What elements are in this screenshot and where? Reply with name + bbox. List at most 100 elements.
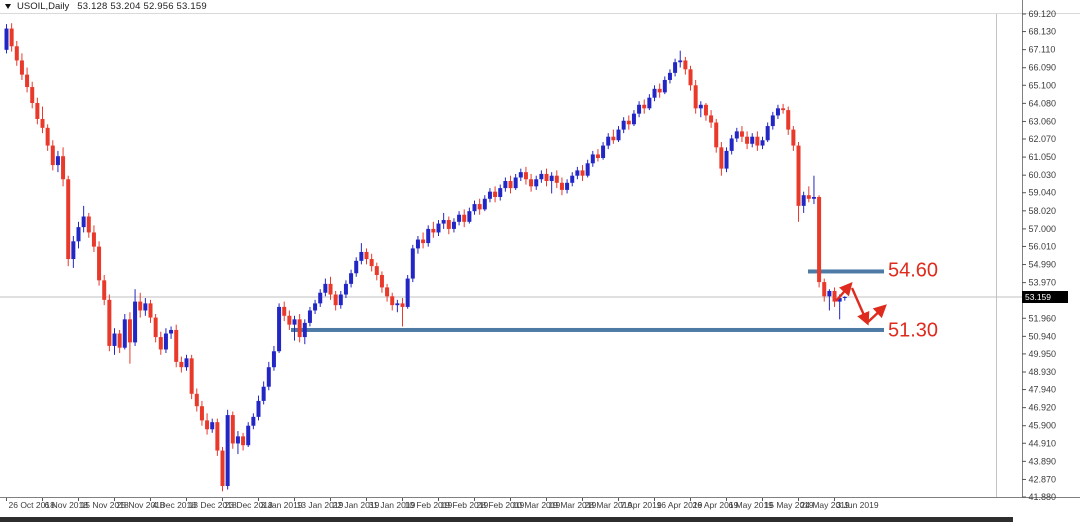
level-line[interactable] [808, 269, 884, 274]
chart-menu-icon[interactable] [5, 4, 11, 9]
date-label: 31 Jan 2019 [369, 500, 416, 510]
candle [642, 104, 647, 109]
date-label: 13 Jan 2019 [297, 500, 344, 510]
candle [590, 154, 595, 164]
candle [626, 120, 631, 125]
ohlc-quote: 53.128 53.204 52.956 53.159 [77, 1, 207, 12]
candle [698, 104, 703, 109]
price-label: 53.970 [1029, 278, 1057, 288]
candle [734, 131, 739, 139]
price-label: 43.890 [1029, 456, 1057, 466]
price-label: 50.940 [1029, 331, 1057, 341]
candle [282, 306, 287, 316]
candle [71, 241, 76, 260]
candle [35, 103, 40, 119]
candle [611, 136, 616, 141]
price-label: 57.000 [1029, 224, 1057, 234]
price-label: 60.030 [1029, 170, 1057, 180]
price-label: 58.020 [1029, 206, 1057, 216]
candle [179, 361, 184, 368]
candle [107, 299, 112, 346]
candle [842, 297, 847, 299]
candle [683, 60, 688, 70]
candle [194, 393, 199, 407]
candle [143, 303, 148, 311]
candle [745, 136, 750, 144]
candle [374, 266, 379, 276]
resistance-price-label[interactable]: 54.60 [888, 259, 939, 282]
candle [446, 220, 451, 229]
candle [786, 110, 791, 130]
candle [457, 214, 462, 222]
price-label: 48.930 [1029, 367, 1057, 377]
date-label: 24 May 2019 [801, 500, 850, 510]
candle [462, 214, 467, 222]
candle [585, 163, 590, 176]
candle [580, 170, 585, 176]
candle [112, 333, 117, 346]
candle [158, 337, 163, 350]
candle [251, 416, 256, 426]
candle [451, 221, 456, 229]
candle [781, 108, 786, 111]
candle [482, 198, 487, 210]
candle [9, 28, 14, 47]
candle [277, 306, 282, 352]
candle [369, 259, 374, 267]
candle [827, 290, 832, 297]
date-label: 6 May 2019 [729, 500, 774, 510]
candle [163, 333, 168, 350]
candle [575, 170, 580, 176]
candle [534, 179, 539, 187]
candle [477, 204, 482, 210]
candle [467, 211, 472, 222]
forecast-arrow[interactable] [835, 282, 887, 326]
candle [349, 273, 354, 284]
candle [266, 367, 271, 387]
candle [755, 136, 760, 146]
candle [61, 156, 66, 180]
chart-symbol-title: USOIL,Daily [17, 1, 70, 12]
candle [770, 115, 775, 127]
candle [796, 145, 801, 206]
price-label: 47.940 [1029, 385, 1057, 395]
candle [354, 260, 359, 274]
candle [19, 60, 24, 75]
price-label: 64.080 [1029, 98, 1057, 108]
candle [703, 104, 708, 116]
candle [565, 182, 570, 190]
candle [117, 333, 122, 348]
candle [570, 175, 575, 183]
candle [652, 88, 657, 98]
candle [97, 246, 102, 281]
price-axis[interactable]: 69.120 68.130 67.110 66.090 65.100 64.080 63.0… [1022, 9, 1056, 502]
date-label: 15 Nov 2018 [81, 500, 129, 510]
candle [323, 283, 328, 293]
candle [775, 108, 780, 116]
support-price-label[interactable]: 51.30 [888, 319, 939, 342]
candle [595, 154, 600, 158]
candle [122, 319, 127, 348]
candle [215, 422, 220, 451]
candle [724, 150, 729, 169]
candle [4, 28, 9, 50]
candle [760, 140, 765, 146]
candle [174, 329, 179, 362]
candle [297, 319, 302, 338]
price-label: 62.070 [1029, 134, 1057, 144]
date-label: 22 Jan 2019 [333, 500, 380, 510]
candle [184, 358, 189, 368]
candle [765, 126, 770, 141]
level-line[interactable] [291, 327, 884, 332]
candle [91, 232, 96, 247]
chart-title-bar: USOIL,Daily 53.128 53.204 52.956 53.159 [0, 0, 1080, 13]
date-label: 23 Dec 2018 [225, 500, 273, 510]
date-label: 19 Mar 2019 [549, 500, 597, 510]
candle [513, 177, 518, 189]
date-label: 7 Apr 2019 [621, 500, 662, 510]
candle [50, 145, 55, 166]
date-label: 13 Dec 2018 [189, 500, 237, 510]
